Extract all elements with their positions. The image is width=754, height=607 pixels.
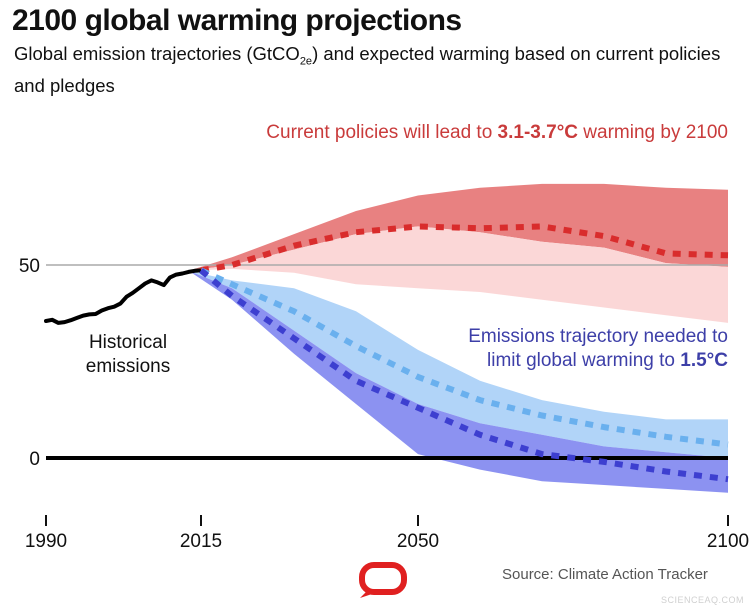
current-policies-pre: Current policies will lead to [266,122,497,143]
x-tick-label-2015: 2015 [180,531,222,552]
x-axis: 1990 2015 2050 2100 [25,515,749,552]
series-layer [44,223,729,483]
pathway-annotation-bold: 1.5°C [680,350,728,371]
series-line-3 [199,268,729,483]
band-3 [188,270,729,493]
subtitle-part-1: Global emission trajectories (GtCO [14,43,300,64]
historical-label-line2: emissions [86,356,170,377]
x-tick-label-1990: 1990 [25,531,67,552]
series-line-0 [44,268,203,325]
pathway-annotation-line1: Emissions trajectory needed to [468,326,728,347]
series-line-2 [199,267,729,448]
current-policies-post: warming by 2100 [578,122,728,143]
x-tick-label-2100: 2100 [707,531,749,552]
band-2 [188,270,729,458]
pathway-annotation-pre: limit global warming to [487,350,680,371]
source-note: Source: Climate Action Tracker [502,566,708,583]
y-axis: 0 50 [19,256,40,470]
x-tick-label-2050: 2050 [397,531,439,552]
subtitle-part-2: ) and expected warming based on current … [14,43,721,96]
y-tick-label-50: 50 [19,256,40,277]
chart-title: 2100 global warming projections [12,4,462,37]
subtitle-subscript: 2e [299,55,313,68]
chart-subtitle: Global emission trajectories (GtCO2e) an… [14,42,734,98]
historical-label-line1: Historical [89,332,167,353]
pathway-annotation-line2: limit global warming to 1.5°C [487,350,728,371]
publisher-logo-icon [359,562,407,598]
watermark: SCIENCEAQ.COM [660,595,744,605]
band-1 [188,226,729,323]
current-policies-bold: 3.1-3.7°C [498,122,579,143]
current-policies-annotation: Current policies will lead to 3.1-3.7°C … [266,122,728,143]
y-tick-label-0: 0 [29,449,40,470]
